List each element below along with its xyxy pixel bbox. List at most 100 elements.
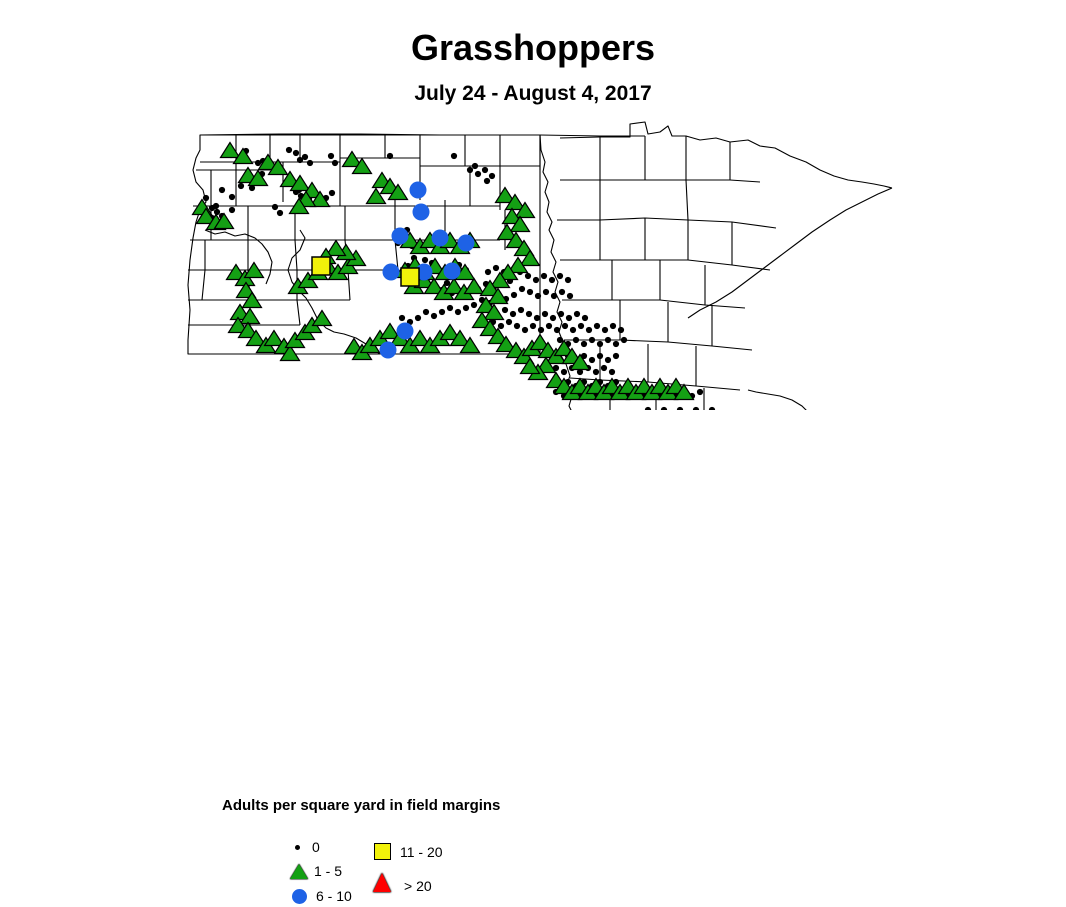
- marker-low: [365, 187, 387, 205]
- minnesota-outlines: [557, 121, 893, 410]
- marker-low: [553, 339, 575, 357]
- marker-low: [514, 201, 536, 219]
- marker-zero: [517, 306, 525, 314]
- marker-mid: [431, 229, 449, 247]
- marker-zero: [564, 276, 572, 284]
- marker-zero: [552, 364, 560, 372]
- marker-zero: [620, 336, 628, 344]
- marker-zero: [612, 352, 620, 360]
- marker-zero: [327, 152, 335, 160]
- marker-zero: [292, 149, 300, 157]
- marker-low: [309, 190, 331, 208]
- marker-low: [487, 287, 509, 305]
- marker-zero: [484, 268, 492, 276]
- marker-zero: [596, 352, 604, 360]
- marker-low: [449, 329, 471, 347]
- marker-zero: [604, 336, 612, 344]
- marker-zero: [228, 193, 236, 201]
- marker-zero: [612, 340, 620, 348]
- marker-low: [245, 329, 267, 347]
- marker-zero: [558, 288, 566, 296]
- legend-triangle-red-icon: [373, 873, 391, 892]
- marker-zero: [438, 308, 446, 316]
- marker-low: [504, 193, 526, 211]
- marker-zero: [510, 291, 518, 299]
- marker-zero: [466, 166, 474, 174]
- legend-label-4: > 20: [404, 878, 432, 894]
- marker-zero: [581, 314, 589, 322]
- marker-zero: [248, 184, 256, 192]
- marker-zero: [553, 326, 561, 334]
- marker-zero: [481, 166, 489, 174]
- marker-zero: [660, 406, 668, 410]
- marker-low: [673, 383, 695, 401]
- legend-circle-blue-icon: [292, 889, 307, 904]
- marker-low: [227, 316, 249, 334]
- marker-low: [494, 186, 516, 204]
- marker-zero: [301, 153, 309, 161]
- marker-low: [213, 212, 235, 230]
- marker-layer-mid: [379, 181, 475, 359]
- marker-zero: [518, 285, 526, 293]
- marker-low: [497, 263, 519, 281]
- marker-zero: [592, 368, 600, 376]
- marker-low: [463, 277, 485, 295]
- marker-low: [387, 183, 409, 201]
- marker-low: [459, 336, 481, 354]
- marker-low: [501, 207, 523, 225]
- marker-zero: [545, 322, 553, 330]
- marker-zero: [573, 310, 581, 318]
- marker-zero: [525, 310, 533, 318]
- marker-low: [379, 322, 401, 340]
- marker-low: [443, 277, 465, 295]
- marker-zero: [609, 322, 617, 330]
- marker-low: [509, 215, 531, 233]
- marker-low: [439, 323, 461, 341]
- marker-mid: [412, 203, 430, 221]
- marker-zero: [271, 203, 279, 211]
- marker-low: [519, 249, 541, 267]
- marker-low: [479, 279, 501, 297]
- marker-zero: [474, 170, 482, 178]
- legend-square-yellow-icon: [374, 843, 391, 860]
- marker-zero: [533, 314, 541, 322]
- marker-low: [239, 307, 261, 325]
- marker-low: [263, 329, 285, 347]
- marker-low: [483, 303, 505, 321]
- marker-zero: [443, 279, 451, 287]
- marker-zero: [566, 292, 574, 300]
- marker-low: [487, 327, 509, 345]
- marker-zero: [604, 356, 612, 364]
- marker-zero: [202, 194, 210, 202]
- marker-zero: [471, 162, 479, 170]
- marker-zero: [708, 406, 716, 410]
- page-title: Grasshoppers: [410, 27, 656, 68]
- marker-zero: [529, 322, 537, 330]
- marker-low: [496, 223, 518, 241]
- marker-zero: [296, 156, 304, 164]
- marker-low: [529, 333, 551, 351]
- marker-zero: [521, 326, 529, 334]
- marker-zero: [237, 182, 245, 190]
- marker-high: [311, 256, 331, 276]
- marker-zero: [470, 301, 478, 309]
- marker-zero: [501, 306, 509, 314]
- legend-label-0: 0: [312, 839, 320, 855]
- marker-zero: [212, 202, 220, 210]
- marker-low: [409, 329, 431, 347]
- marker-zero: [213, 208, 221, 216]
- page-subtitle: July 24 - August 4, 2017: [414, 82, 652, 105]
- marker-low: [311, 309, 333, 327]
- marker-low: [505, 231, 527, 249]
- marker-zero: [540, 272, 548, 280]
- marker-low: [195, 207, 217, 225]
- marker-zero: [505, 318, 513, 326]
- marker-zero: [398, 314, 406, 322]
- legend-label-1: 1 - 5: [314, 863, 343, 879]
- marker-mid: [391, 227, 409, 245]
- marker-zero: [450, 152, 458, 160]
- marker-zero: [331, 159, 339, 167]
- map-container: [0, 110, 1066, 410]
- marker-low: [257, 153, 279, 171]
- legend-dot-icon: [295, 845, 300, 850]
